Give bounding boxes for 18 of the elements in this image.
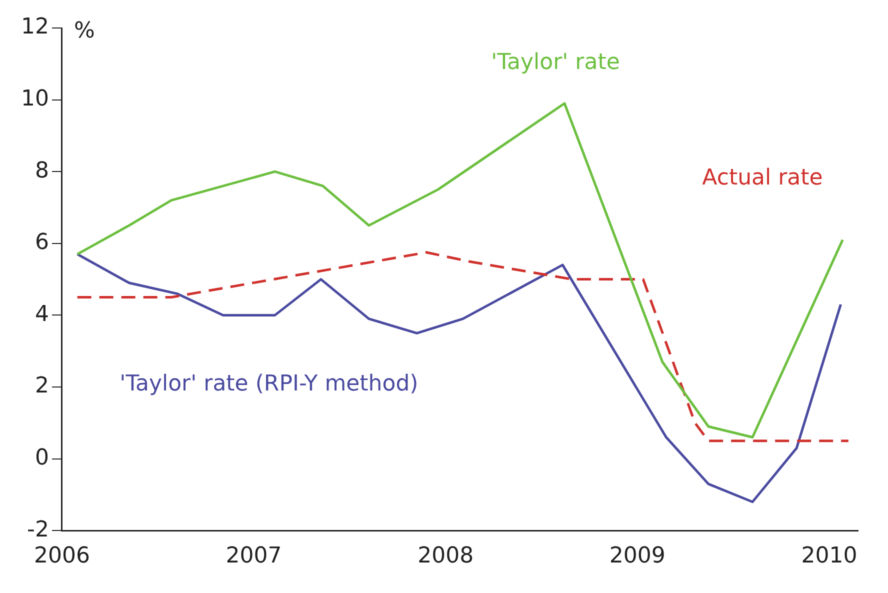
y-axis-title: % [74,18,95,44]
line-series [76,251,850,442]
y-tick-label: 8 [34,158,49,184]
y-tick-label: 10 [20,86,49,112]
x-tick-label: 2006 [34,544,90,569]
x-tick-label: 2008 [418,544,474,569]
x-tick-label: 2009 [609,544,666,569]
series-label: 'Taylor' rate [491,50,620,75]
y-tick-label: 0 [34,446,49,471]
text: Actual rate [702,166,823,190]
series-label: 'Taylor' rate (RPI-Y method) [120,372,418,397]
y-tick-label: 4 [34,302,49,327]
x-tick-label: 2010 [801,544,858,569]
y-tick-label: 6 [34,230,49,256]
x-tick-label: 2007 [226,544,282,569]
y-tick-label: 12 [20,14,49,40]
y-tick-label: -2 [27,517,49,542]
y-tick-label: 2 [34,374,49,399]
